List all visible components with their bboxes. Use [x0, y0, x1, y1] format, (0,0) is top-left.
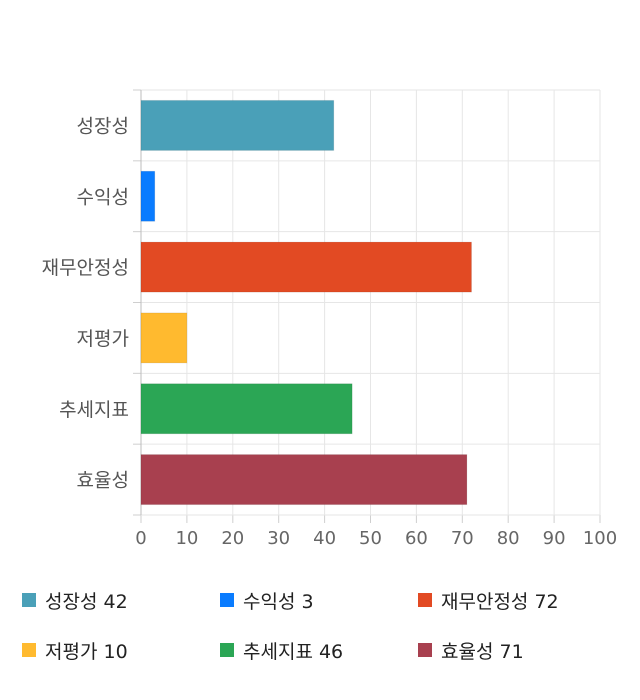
legend-label: 추세지표 46 — [243, 640, 344, 663]
legend-swatch — [418, 643, 432, 657]
x-tick-label: 60 — [405, 528, 428, 549]
x-tick-label: 40 — [313, 528, 336, 549]
x-tick-label: 20 — [221, 528, 244, 549]
legend-label: 재무안정성 72 — [441, 590, 559, 613]
legend-item-trend: 추세지표 46 — [220, 638, 344, 663]
legend-swatch — [220, 593, 234, 607]
x-tick-label: 50 — [359, 528, 382, 549]
x-tick-label: 100 — [583, 528, 617, 549]
x-tick-label: 70 — [451, 528, 474, 549]
legend-item-stability: 재무안정성 72 — [418, 588, 559, 613]
x-tick-label: 0 — [135, 528, 146, 549]
x-tick-label: 80 — [497, 528, 520, 549]
x-tick-label: 90 — [543, 528, 566, 549]
x-axis-labels: 0 10 20 30 40 50 60 70 80 90 100 — [135, 528, 617, 549]
y-category-label: 재무안정성 — [42, 257, 129, 279]
bar — [140, 383, 353, 435]
legend-swatch — [22, 593, 36, 607]
y-category-label: 추세지표 — [59, 399, 129, 421]
legend-item-efficiency: 효율성 71 — [418, 638, 524, 663]
bar — [140, 99, 335, 151]
legend-label: 효율성 71 — [441, 640, 524, 663]
x-tick-label: 30 — [267, 528, 290, 549]
legend-swatch — [418, 593, 432, 607]
legend-swatch — [220, 643, 234, 657]
legend-item-growth: 성장성 42 — [22, 588, 128, 613]
legend-label: 수익성 3 — [243, 590, 314, 613]
x-tick-label: 10 — [175, 528, 198, 549]
legend-item-undervalued: 저평가 10 — [22, 638, 128, 663]
bar — [140, 170, 156, 222]
y-category-label: 저평가 — [77, 328, 129, 350]
y-category-label: 성장성 — [77, 115, 129, 137]
chart-bars — [140, 99, 472, 506]
legend-swatch — [22, 643, 36, 657]
chart-legend: 성장성 42 수익성 3 재무안정성 72 저평가 10 추세지표 46 효율성… — [0, 580, 640, 690]
bar — [140, 312, 188, 364]
chart-grid — [133, 89, 601, 523]
y-category-label: 수익성 — [77, 186, 129, 208]
bar — [140, 241, 472, 293]
y-category-label: 효율성 — [77, 470, 129, 492]
legend-label: 성장성 42 — [45, 590, 128, 613]
legend-label: 저평가 10 — [45, 640, 128, 663]
legend-item-profitability: 수익성 3 — [220, 588, 314, 613]
bar — [140, 454, 468, 506]
